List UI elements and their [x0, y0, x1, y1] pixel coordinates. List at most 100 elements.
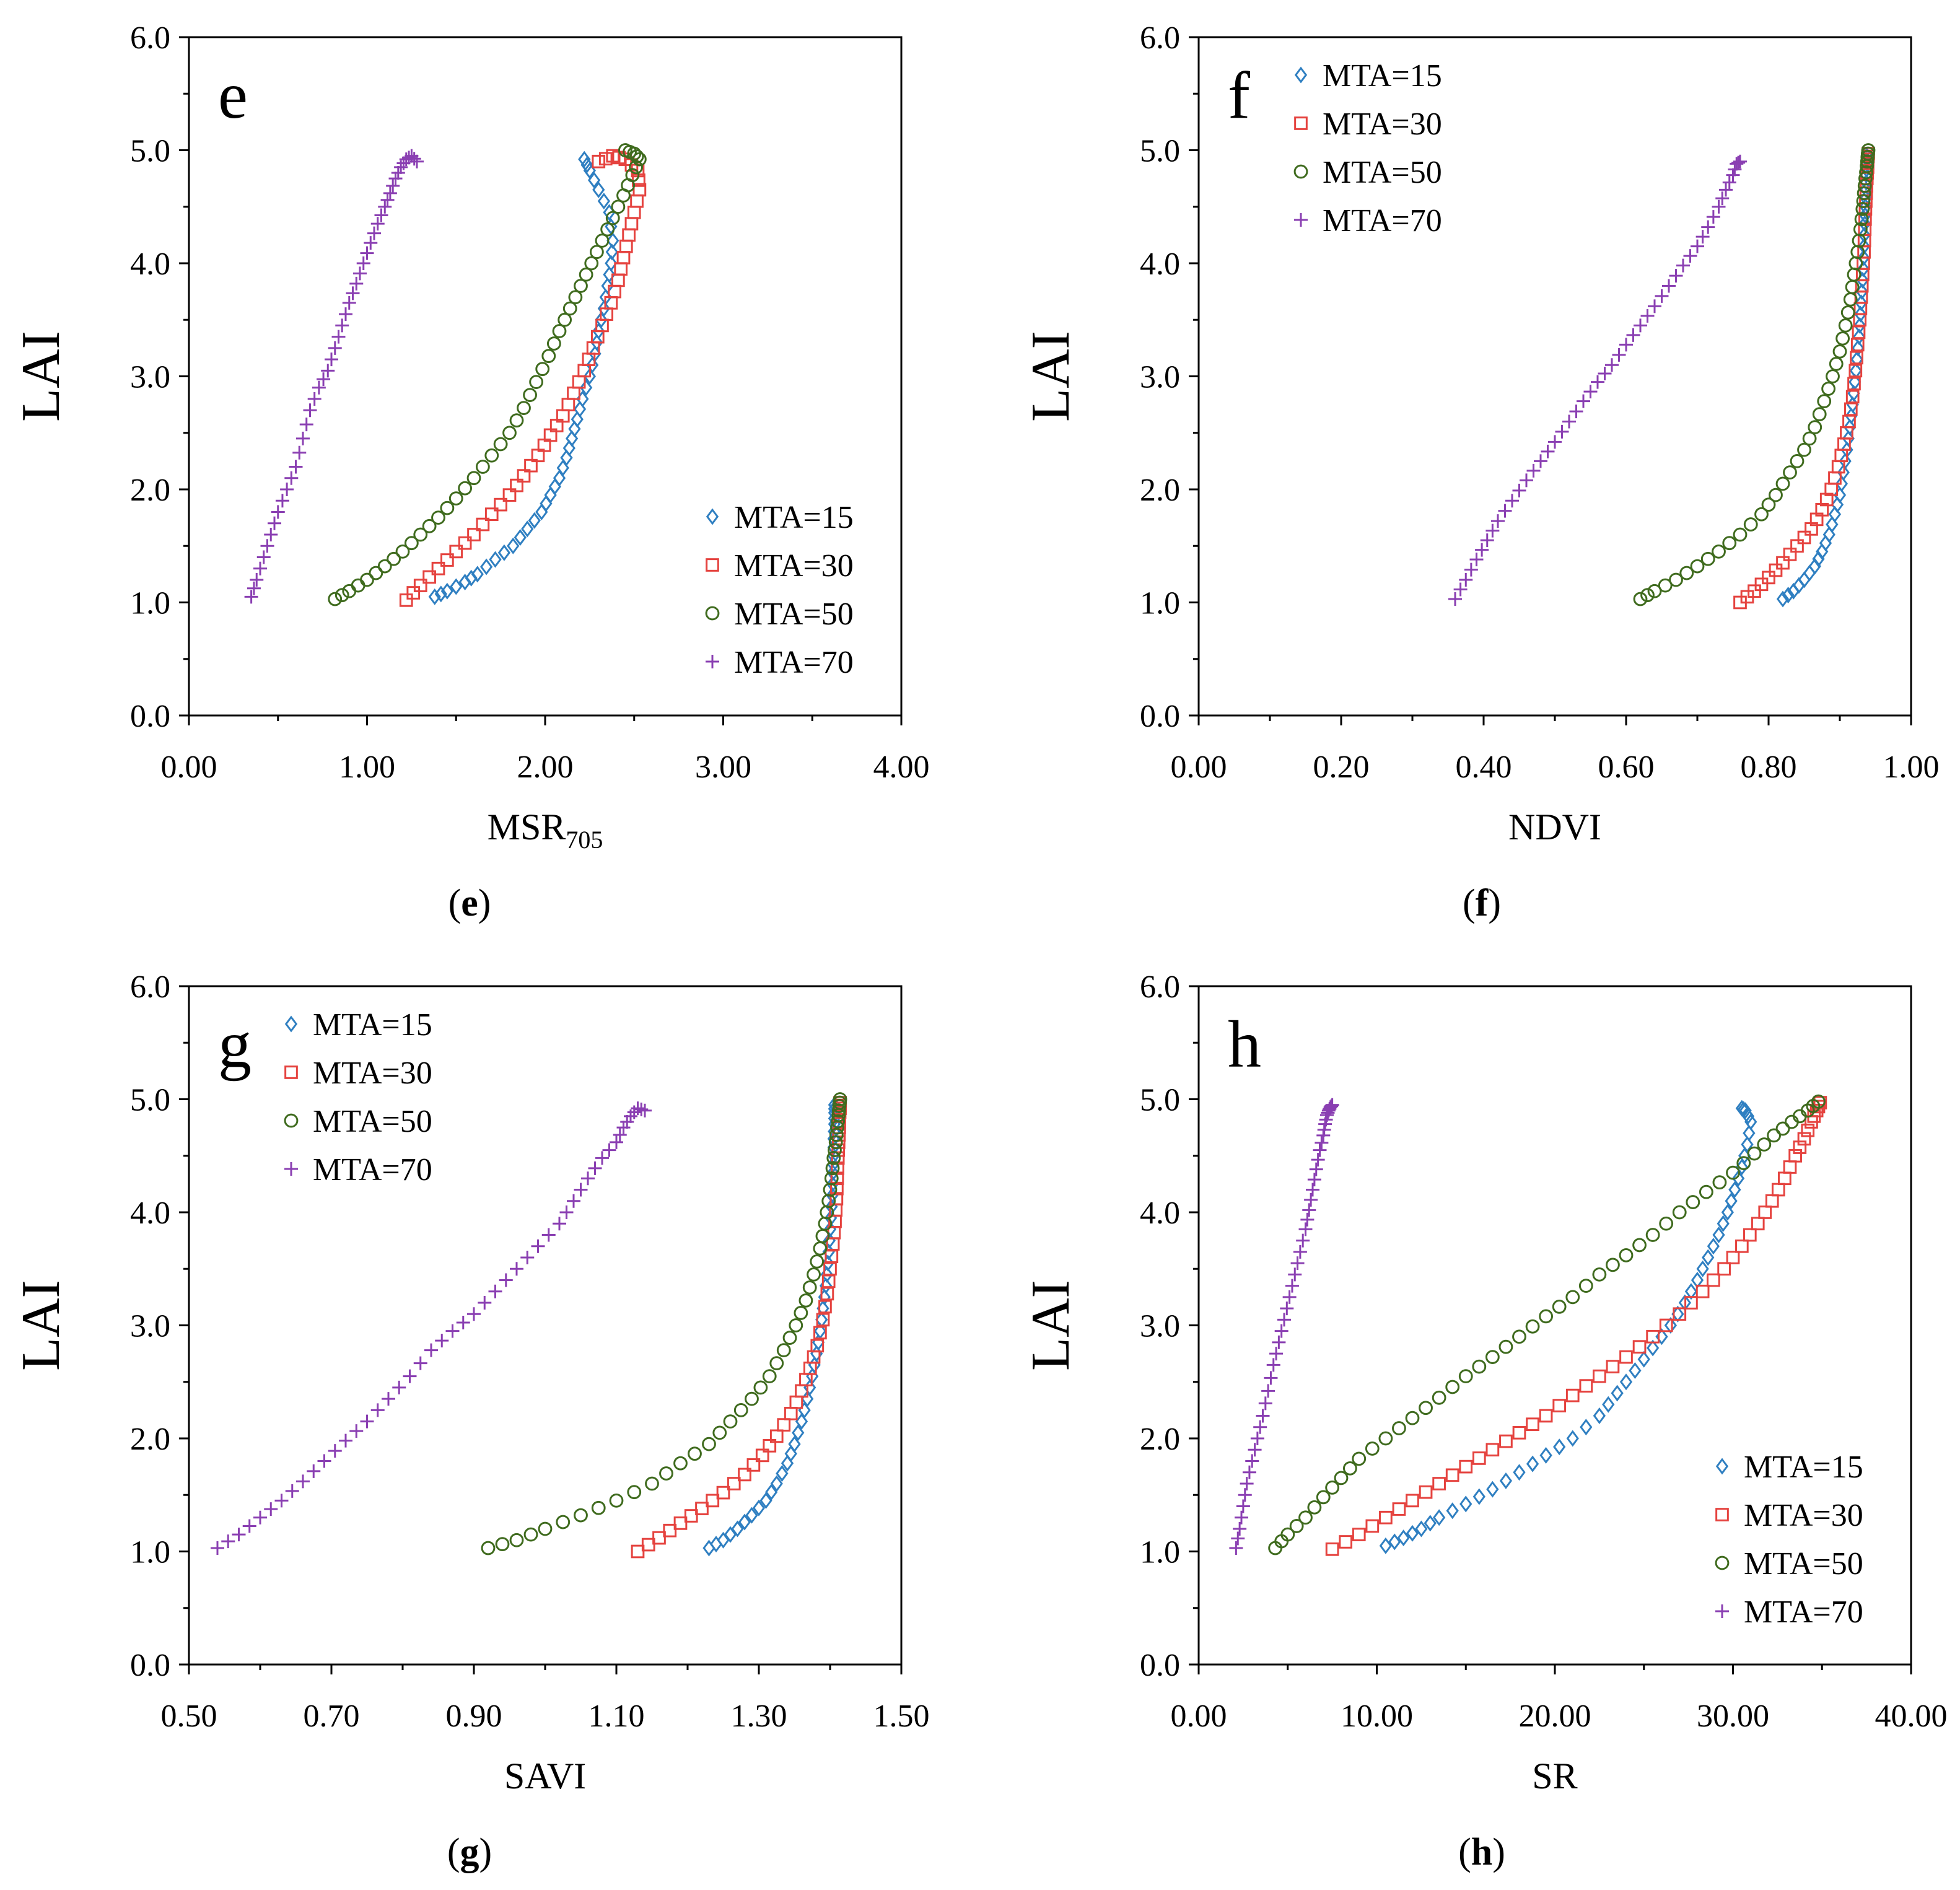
x-axis-label-main: SAVI	[504, 1756, 586, 1796]
data-point	[1843, 419, 1857, 436]
data-point	[1840, 305, 1855, 320]
data-point	[1548, 435, 1562, 449]
data-point	[1378, 1431, 1393, 1446]
data-point	[1300, 1212, 1315, 1227]
data-point	[1812, 407, 1827, 422]
series-MTA=15	[428, 151, 619, 605]
data-point	[495, 1537, 510, 1552]
data-point	[833, 1092, 847, 1106]
data-point	[723, 1414, 738, 1429]
data-point	[634, 1102, 649, 1116]
series-MTA=50	[328, 143, 647, 606]
data-point	[1307, 1173, 1321, 1187]
data-point	[1743, 1228, 1757, 1242]
data-point	[578, 151, 591, 168]
data-point	[1562, 414, 1576, 429]
legend-marker	[1293, 164, 1308, 179]
data-point	[1672, 1205, 1687, 1220]
data-point	[1776, 556, 1790, 570]
data-point	[1253, 1420, 1267, 1434]
y-tick-label: 2.0	[1140, 473, 1180, 508]
x-tick-label: 1.50	[873, 1699, 930, 1734]
data-point	[821, 1254, 834, 1272]
legend: MTA=15 MTA=30 MTA=50 MTA=70	[1715, 1450, 1863, 1630]
data-point	[413, 579, 427, 592]
data-point	[590, 334, 603, 351]
data-point	[1826, 516, 1839, 533]
data-point	[1406, 1494, 1419, 1508]
legend-marker	[284, 1113, 299, 1128]
data-point	[606, 149, 620, 163]
data-point	[289, 460, 303, 474]
panel-f: 0.0 1.0 2.0 3.0 4.0 5.0 6.0 0.00 0.20 0.40 0.60 0.8…	[1021, 20, 1940, 924]
series-MTA=70	[244, 149, 424, 604]
data-point	[484, 448, 499, 463]
panel-letter: e	[218, 59, 248, 133]
data-point	[1334, 1471, 1349, 1485]
data-point	[1579, 1379, 1593, 1393]
data-point	[1702, 1249, 1715, 1266]
data-point	[1274, 1324, 1288, 1338]
data-point	[631, 1101, 645, 1116]
data-point	[1566, 1430, 1579, 1447]
legend-marker	[1294, 213, 1308, 227]
data-point	[1632, 1238, 1647, 1253]
data-point	[1602, 1396, 1615, 1413]
data-point	[484, 507, 499, 521]
data-point	[1821, 382, 1836, 396]
data-point	[1647, 584, 1662, 598]
data-point	[1679, 566, 1694, 580]
data-point	[1701, 220, 1715, 234]
x-tick-label: 30.00	[1697, 1699, 1769, 1734]
data-point	[342, 295, 356, 310]
data-point	[1593, 1407, 1606, 1424]
data-point	[1459, 573, 1473, 587]
data-point	[1379, 1510, 1393, 1525]
data-point	[407, 152, 421, 166]
data-point	[1722, 536, 1737, 551]
data-point	[616, 1121, 631, 1135]
data-point	[502, 488, 517, 502]
data-point	[688, 1446, 702, 1461]
data-point	[1640, 308, 1655, 323]
legend-label: MTA=15	[313, 1007, 432, 1043]
data-point	[413, 527, 428, 542]
data-point	[1797, 530, 1811, 545]
data-point	[275, 494, 289, 508]
data-point	[1850, 351, 1863, 365]
caption-close-paren: )	[1492, 1831, 1505, 1873]
data-point	[581, 1171, 595, 1186]
x-axis-label-main: MSR	[488, 807, 566, 847]
data-point	[1634, 318, 1647, 333]
y-axis-label: LAI	[11, 1280, 71, 1371]
data-point	[552, 324, 567, 338]
data-point	[232, 1528, 246, 1542]
legend-marker	[284, 1015, 298, 1033]
data-point	[274, 1494, 289, 1508]
data-point	[1445, 1380, 1460, 1394]
data-point	[478, 1296, 492, 1310]
data-point	[1659, 1216, 1674, 1231]
data-point	[702, 1437, 716, 1451]
data-point	[592, 181, 605, 198]
caption-close-paren: )	[478, 882, 491, 924]
y-tick-label: 6.0	[1140, 969, 1180, 1005]
data-point	[335, 588, 349, 603]
panel-letter: f	[1228, 59, 1250, 133]
data-point	[1464, 562, 1478, 577]
data-point	[369, 566, 383, 580]
data-point	[1769, 488, 1783, 502]
panel-caption: (e)	[448, 882, 491, 924]
data-point	[317, 1454, 331, 1468]
data-point	[755, 1448, 769, 1463]
x-tick-label: 3.00	[695, 750, 751, 785]
data-point	[1250, 1432, 1264, 1445]
data-point	[1553, 1438, 1566, 1456]
data-point	[1845, 407, 1858, 424]
data-point	[1365, 1442, 1380, 1456]
data-point	[1854, 212, 1869, 227]
data-point	[1480, 533, 1494, 548]
data-point	[1726, 1251, 1740, 1264]
data-point	[1583, 385, 1598, 399]
